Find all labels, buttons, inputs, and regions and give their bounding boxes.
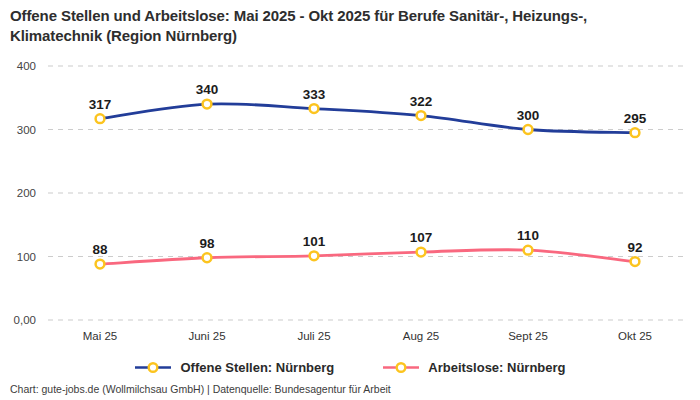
x-tick-label: Juli 25 [297,330,330,342]
chart-title: Offene Stellen und Arbeitslose: Mai 2025… [10,6,672,47]
data-point-label: 300 [517,108,540,123]
x-tick-label: Mai 25 [83,330,118,342]
x-tick-label: Okt 25 [618,330,652,342]
y-tick-label: 400 [17,60,36,72]
data-point-label: 340 [196,82,219,97]
data-point-label: 92 [627,240,642,255]
legend-item-arbeitslose[interactable]: Arbeitslose: Nürnberg [382,360,565,375]
data-point-label: 110 [517,228,539,243]
data-point-label: 101 [303,234,326,249]
legend-label-arbeitslose: Arbeitslose: Nürnberg [428,360,565,375]
data-point-marker[interactable] [310,251,319,260]
x-tick-label: Sept 25 [508,330,548,342]
legend-label-offene-stellen: Offene Stellen: Nürnberg [180,360,334,375]
data-point-label: 333 [303,87,326,102]
data-point-marker[interactable] [203,253,212,262]
data-point-label: 295 [624,111,647,126]
data-point-marker[interactable] [524,246,533,255]
chart-card: Offene Stellen und Arbeitslose: Mai 2025… [0,0,700,400]
data-point-marker[interactable] [417,248,426,257]
data-point-label: 107 [410,230,433,245]
line-chart: 0,00 100 200 300 400 Mai 25 Juni 25 Juli 25 Aug … [0,55,700,350]
data-point-label: 98 [199,236,215,251]
data-point-marker[interactable] [96,114,105,123]
data-point-marker[interactable] [96,260,105,269]
data-point-marker[interactable] [631,128,640,137]
legend-line-marker-icon [134,361,172,374]
series-line [100,104,635,133]
data-point-label: 317 [89,97,112,112]
data-point-label: 322 [410,94,433,109]
data-point-marker[interactable] [203,100,212,109]
data-point-marker[interactable] [524,125,533,134]
x-tick-label: Juni 25 [188,330,225,342]
y-tick-label: 300 [17,124,36,136]
chart-legend: Offene Stellen: Nürnberg Arbeitslose: Nü… [0,360,700,375]
legend-line-marker-icon [382,361,420,374]
data-point-marker[interactable] [631,257,640,266]
y-tick-label: 100 [17,251,36,263]
chart-source: Chart: gute-jobs.de (Wollmilchsau GmbH) … [10,383,391,395]
legend-item-offene-stellen[interactable]: Offene Stellen: Nürnberg [134,360,334,375]
x-tick-label: Aug 25 [403,330,439,342]
y-tick-label: 200 [17,187,36,199]
y-tick-label: 0,00 [14,314,36,326]
data-point-label: 88 [92,242,108,257]
data-point-marker[interactable] [310,104,319,113]
data-point-marker[interactable] [417,111,426,120]
